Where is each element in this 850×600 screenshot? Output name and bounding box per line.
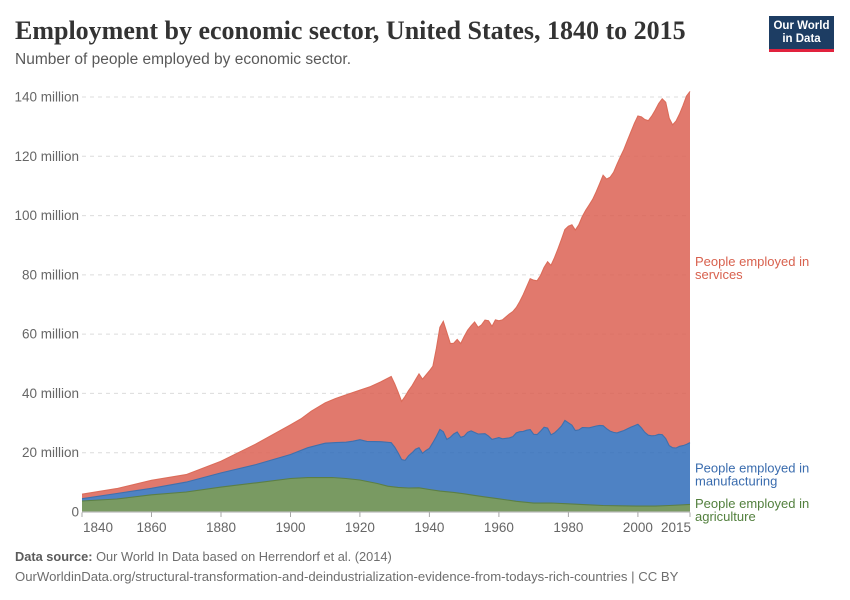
svg-text:100 million: 100 million: [14, 208, 79, 223]
svg-text:manufacturing: manufacturing: [695, 474, 777, 489]
svg-text:1920: 1920: [345, 520, 375, 535]
svg-text:agriculture: agriculture: [695, 509, 756, 524]
svg-text:1980: 1980: [553, 520, 583, 535]
svg-text:2000: 2000: [623, 520, 653, 535]
svg-text:120 million: 120 million: [14, 149, 79, 164]
svg-text:1900: 1900: [275, 520, 305, 535]
svg-text:80 million: 80 million: [22, 267, 79, 282]
svg-text:0: 0: [71, 505, 79, 520]
svg-text:1840: 1840: [83, 520, 113, 535]
svg-text:20 million: 20 million: [22, 445, 79, 460]
svg-text:People employed in: People employed in: [695, 461, 809, 476]
svg-text:1940: 1940: [414, 520, 444, 535]
svg-text:1860: 1860: [136, 520, 166, 535]
svg-text:services: services: [695, 267, 743, 282]
svg-text:140 million: 140 million: [14, 90, 79, 105]
svg-text:2015: 2015: [661, 520, 691, 535]
svg-text:People employed in: People employed in: [695, 496, 809, 511]
svg-text:People employed in: People employed in: [695, 254, 809, 269]
svg-text:40 million: 40 million: [22, 386, 79, 401]
svg-text:1960: 1960: [484, 520, 514, 535]
svg-text:1880: 1880: [206, 520, 236, 535]
svg-text:60 million: 60 million: [22, 327, 79, 342]
